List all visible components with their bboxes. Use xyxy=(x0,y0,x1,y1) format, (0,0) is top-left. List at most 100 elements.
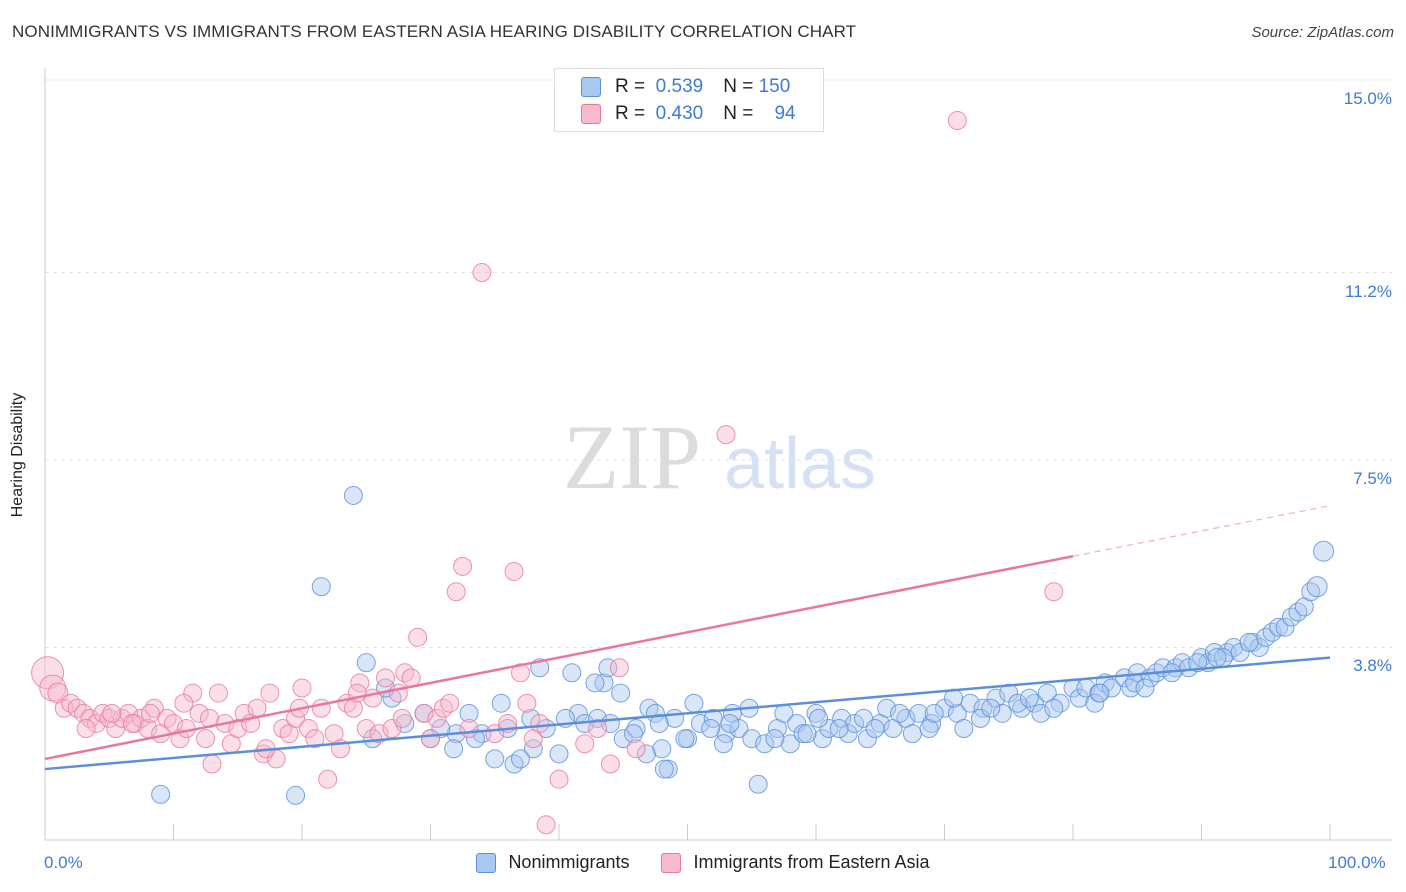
data-point xyxy=(119,703,139,723)
data-point xyxy=(517,693,537,713)
data-point xyxy=(562,663,582,683)
legend-swatch-pink xyxy=(581,104,601,124)
data-point xyxy=(654,759,674,779)
data-point xyxy=(626,739,646,759)
data-point xyxy=(609,658,629,678)
data-point xyxy=(588,708,608,728)
data-point xyxy=(1019,688,1039,708)
data-point xyxy=(421,729,440,749)
data-point xyxy=(1102,678,1122,698)
data-point xyxy=(838,724,858,744)
data-point xyxy=(472,263,492,283)
source-label: Source: ZipAtlas.com xyxy=(1251,24,1394,41)
data-point xyxy=(376,668,396,688)
data-point xyxy=(613,729,633,749)
data-point xyxy=(86,713,106,733)
data-point xyxy=(857,729,877,749)
data-point xyxy=(652,739,672,759)
trend-extension-1 xyxy=(1072,505,1331,557)
legend-n-value: 94 xyxy=(774,103,796,124)
data-point xyxy=(408,627,428,647)
series-name: Nonimmigrants xyxy=(508,852,630,872)
legend-r-label: R = xyxy=(615,76,646,97)
data-point xyxy=(112,708,132,728)
data-point xyxy=(395,663,415,683)
data-point xyxy=(845,713,865,733)
data-point xyxy=(549,769,569,789)
data-point xyxy=(1069,688,1089,708)
data-point xyxy=(80,708,100,728)
data-point xyxy=(1249,637,1269,657)
data-point xyxy=(600,754,620,774)
data-point xyxy=(713,734,733,754)
data-point xyxy=(102,703,122,723)
y-tick-label: 11.2% xyxy=(1345,281,1392,301)
data-point xyxy=(174,693,194,713)
x-tick-max: 100.0% xyxy=(1328,853,1386,872)
data-point xyxy=(1012,698,1032,718)
data-point xyxy=(414,703,434,723)
data-point xyxy=(247,698,267,718)
correlation-legend: R = 0.539 N = 150 R = 0.430 N = 94 xyxy=(554,68,824,132)
data-point xyxy=(504,561,524,581)
data-point xyxy=(431,719,451,739)
data-point xyxy=(1008,693,1028,713)
data-point xyxy=(140,703,160,723)
data-point xyxy=(444,739,464,759)
data-point xyxy=(395,713,415,733)
data-point xyxy=(701,719,721,739)
series-1-points xyxy=(31,111,1064,835)
y-tick-label: 7.5% xyxy=(1353,469,1392,488)
series-0-points xyxy=(151,485,1335,805)
data-point xyxy=(440,693,460,713)
data-point xyxy=(260,683,280,703)
data-point xyxy=(1288,602,1308,622)
data-point xyxy=(343,485,363,505)
data-point xyxy=(1239,632,1259,652)
data-point xyxy=(645,703,665,723)
data-point xyxy=(208,683,228,703)
data-point xyxy=(523,739,543,759)
data-point xyxy=(1207,648,1227,668)
data-point xyxy=(877,698,897,718)
trend-line-1 xyxy=(44,555,1074,761)
data-point xyxy=(890,703,910,723)
data-point xyxy=(909,703,929,723)
data-point xyxy=(459,703,479,723)
data-point xyxy=(510,749,530,769)
data-point xyxy=(919,719,939,739)
data-point xyxy=(382,719,402,739)
data-point xyxy=(787,713,807,733)
data-point xyxy=(1114,668,1134,688)
data-point xyxy=(1024,693,1044,713)
legend-r-label: R = xyxy=(615,103,646,124)
data-point xyxy=(427,708,447,728)
data-point xyxy=(31,656,65,690)
data-point xyxy=(1192,648,1211,668)
legend-swatch-blue xyxy=(581,77,601,97)
watermark-zip: ZIP xyxy=(563,406,701,508)
data-point xyxy=(1031,703,1051,723)
data-point xyxy=(530,713,550,733)
data-point xyxy=(924,703,944,723)
data-point xyxy=(465,729,485,749)
data-point xyxy=(720,713,740,733)
data-point xyxy=(585,673,605,693)
data-point xyxy=(865,719,885,739)
legend-n-label: N = xyxy=(723,76,754,97)
data-point xyxy=(954,719,974,739)
data-point xyxy=(1044,698,1064,718)
data-point xyxy=(812,729,832,749)
data-point xyxy=(1188,653,1208,673)
data-point xyxy=(401,668,421,688)
axes xyxy=(44,68,1392,841)
series-legend-nonimmigrants: Nonimmigrants xyxy=(476,852,629,873)
data-point xyxy=(151,784,171,804)
data-point xyxy=(1050,693,1070,713)
data-point xyxy=(298,719,318,739)
data-point xyxy=(369,724,389,744)
data-point xyxy=(1135,678,1155,698)
data-point xyxy=(1085,693,1105,713)
gridlines xyxy=(45,79,1392,648)
